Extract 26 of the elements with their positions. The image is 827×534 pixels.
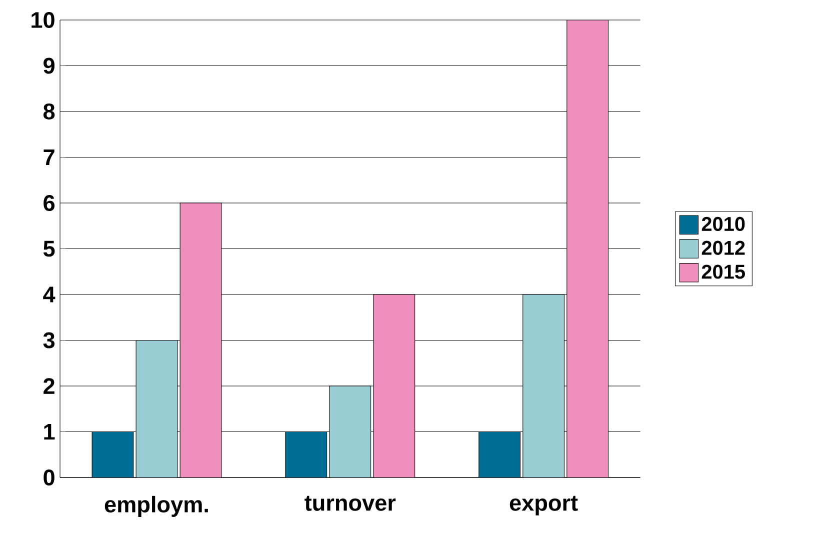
bar xyxy=(285,432,328,478)
y-tick-label: 10 xyxy=(32,12,54,28)
y-tick-label: 8 xyxy=(43,104,55,120)
y-tick-label: 9 xyxy=(44,58,54,74)
x-tick-label: turnover xyxy=(304,496,396,512)
y-tick-label: 2 xyxy=(44,378,54,394)
bar xyxy=(136,340,178,478)
bar xyxy=(373,294,416,478)
y-tick-label: 5 xyxy=(43,241,55,257)
bar xyxy=(478,432,520,478)
bar xyxy=(92,432,134,478)
legend-label: 2015 xyxy=(702,264,745,280)
y-tick-label: 4 xyxy=(43,286,56,303)
bar xyxy=(566,20,609,478)
legend-label: 2010 xyxy=(702,217,745,232)
x-tick-label: employm. xyxy=(104,496,208,518)
bar xyxy=(329,386,372,478)
y-tick-label: 0 xyxy=(44,470,54,486)
bar xyxy=(180,202,222,478)
y-tick-label: 3 xyxy=(43,332,55,348)
y-tick-label: 7 xyxy=(44,150,54,166)
x-tick-label: export xyxy=(510,496,578,516)
y-tick-label: 6 xyxy=(44,195,55,212)
bar xyxy=(522,294,564,478)
y-tick-label: 1 xyxy=(44,424,55,440)
legend-label: 2012 xyxy=(702,241,745,256)
